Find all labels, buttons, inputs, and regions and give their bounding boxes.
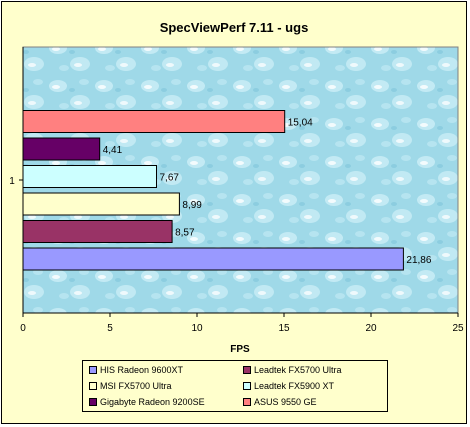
legend-label: HIS Radeon 9600XT — [100, 365, 184, 375]
legend-swatch — [89, 381, 97, 390]
legend-item: ASUS 9550 GE — [243, 395, 317, 409]
legend-label: Gigabyte Radeon 9200SE — [100, 397, 205, 407]
x-tick-label: 15 — [278, 323, 290, 334]
bar-value-label: 15,04 — [288, 118, 313, 129]
bar-value-label: 21,86 — [406, 255, 431, 266]
y-tick-label: 1 — [9, 176, 15, 187]
legend-swatch — [89, 397, 97, 406]
bar-value-label: 4,41 — [103, 145, 123, 156]
legend-swatch — [243, 365, 251, 374]
x-axis-title: FPS — [230, 344, 250, 355]
chart-title: SpecViewPerf 7.11 - ugs — [160, 20, 309, 35]
x-ticks-group: 0 5 10 15 20 25 — [20, 313, 464, 334]
legend-item: HIS Radeon 9600XT — [89, 363, 183, 377]
legend-label: Leadtek FX5900 XT — [254, 381, 335, 391]
legend-item: Gigabyte Radeon 9200SE — [89, 395, 205, 409]
bar-his-radeon-9600xt — [22, 247, 404, 271]
x-tick-label: 0 — [20, 323, 26, 334]
bars-group: 21,86 8,57 8,99 7,67 4,41 15,04 — [22, 110, 432, 271]
x-tick-label: 5 — [107, 323, 113, 334]
legend-item: Leadtek FX5700 Ultra — [243, 363, 342, 377]
x-tick-label: 20 — [365, 323, 377, 334]
bar-gigabyte-radeon-9200se — [22, 137, 101, 161]
legend-swatch — [243, 397, 251, 406]
bar-value-label: 7,67 — [160, 173, 180, 184]
legend-label: Leadtek FX5700 Ultra — [254, 365, 342, 375]
x-tick-label: 25 — [452, 323, 464, 334]
bar-leadtek-fx5900-xt — [22, 165, 157, 188]
legend-item: MSI FX5700 Ultra — [89, 379, 172, 393]
bar-msi-fx5700-ultra — [22, 192, 180, 216]
bar-value-label: 8,99 — [182, 200, 202, 211]
legend-label: ASUS 9550 GE — [254, 397, 317, 407]
bar-value-label: 8,57 — [175, 228, 195, 239]
legend-label: MSI FX5700 Ultra — [100, 381, 172, 391]
bar-asus-9550-ge — [22, 110, 286, 133]
legend: HIS Radeon 9600XT Leadtek FX5700 Ultra MSI… — [82, 360, 388, 412]
legend-swatch — [243, 381, 251, 390]
x-tick-label: 10 — [191, 323, 203, 334]
bar-leadtek-fx5700-ultra — [22, 220, 173, 243]
legend-swatch — [89, 365, 97, 374]
legend-item: Leadtek FX5900 XT — [243, 379, 334, 393]
